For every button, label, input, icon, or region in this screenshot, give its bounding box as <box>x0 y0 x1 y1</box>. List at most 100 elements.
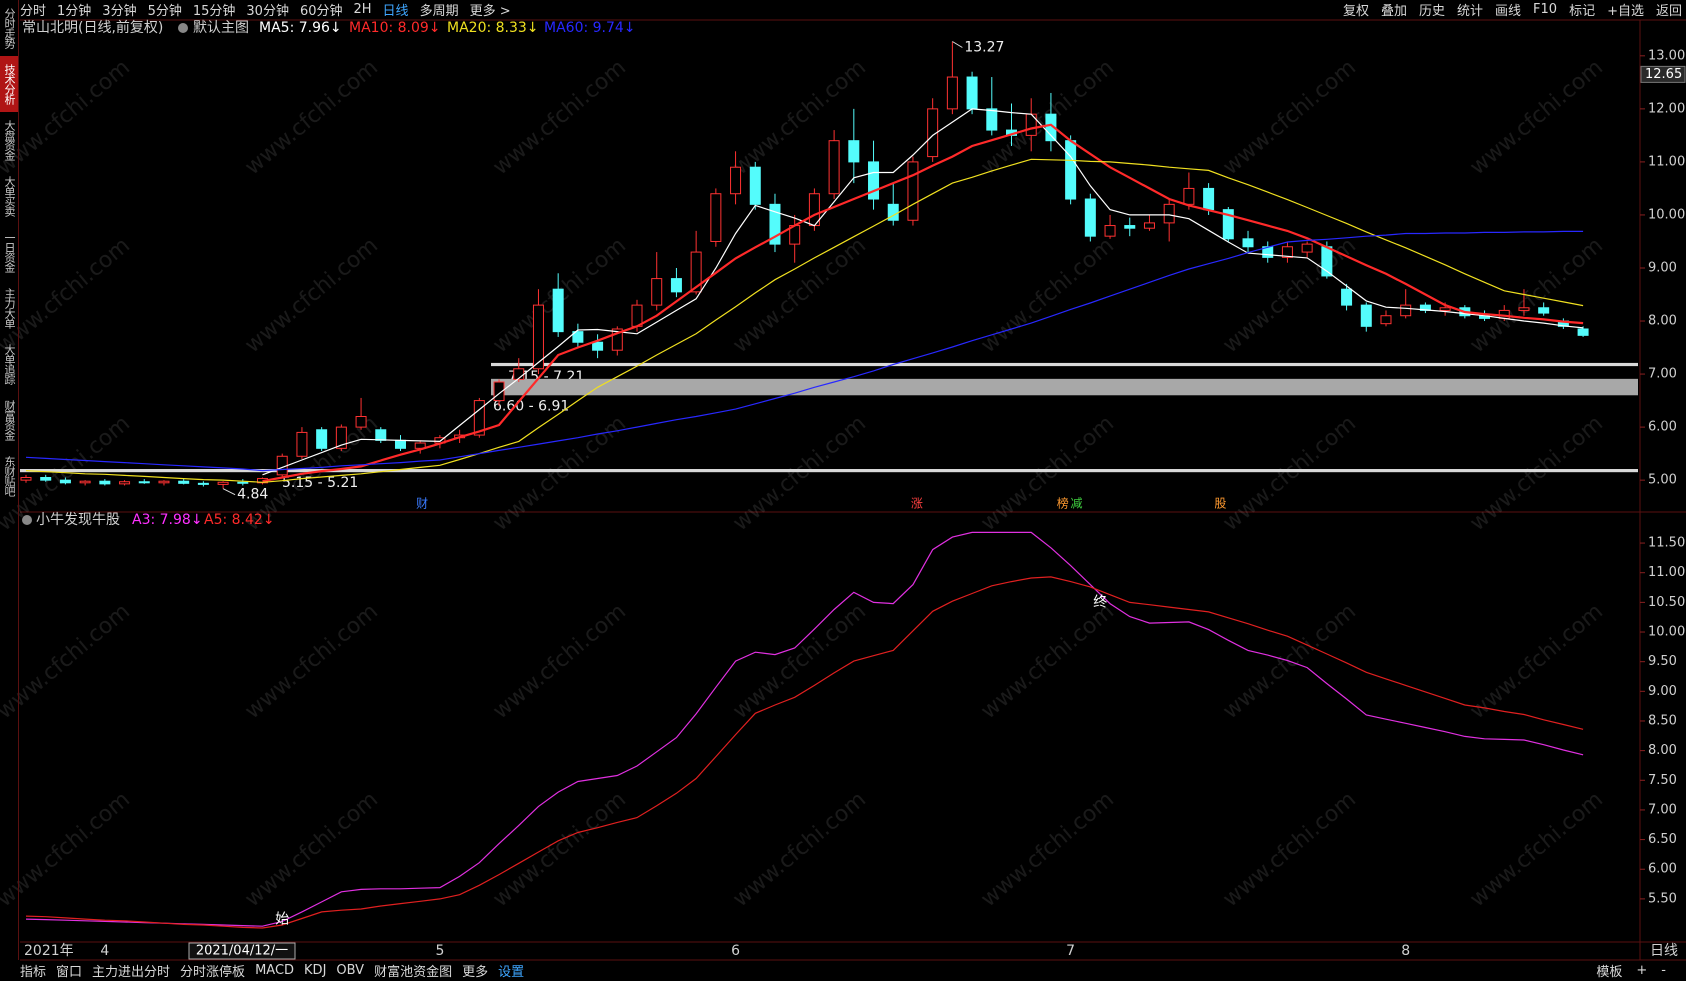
period-tab[interactable]: 1分钟 <box>57 4 92 19</box>
candle-body <box>138 481 150 484</box>
y-tick-label: 6.50 <box>1648 832 1677 847</box>
cursor-date: 2021/04/12/一 <box>196 944 288 959</box>
ma-label: MA10: 8.09↓ <box>349 20 441 36</box>
indicator-title[interactable]: 小牛发现牛股 <box>36 512 120 528</box>
tool-button[interactable]: 叠加 <box>1380 4 1407 19</box>
period-toolbar: 分时 1分钟 3分钟 5分钟 15分钟 30分钟 60分钟 2H 日线 多周期 更多 > <box>20 0 511 19</box>
bottom-button[interactable]: - <box>1661 963 1666 978</box>
bottom-tab[interactable]: 窗口 <box>56 965 83 980</box>
candle-body <box>1143 222 1155 229</box>
tool-button[interactable]: +自选 <box>1607 4 1644 19</box>
candle-body <box>552 288 564 333</box>
bottom-tab[interactable]: 分时涨停板 <box>180 965 246 980</box>
signal-label: 终 <box>1093 594 1107 610</box>
y-tick-label: 11.50 <box>1648 536 1685 551</box>
candle-body <box>1577 328 1589 336</box>
sidebar-tab[interactable]: 一日资金 <box>3 232 16 272</box>
candle-body <box>966 76 978 110</box>
sidebar-tab[interactable]: 大单买卖 <box>3 176 16 216</box>
period-tab[interactable]: 15分钟 <box>192 4 236 19</box>
bottom-tab[interactable]: OBV <box>336 963 365 978</box>
tool-button[interactable]: F10 <box>1533 2 1558 17</box>
tool-button[interactable]: 返回 <box>1655 4 1682 19</box>
event-marker: 财 <box>416 497 428 511</box>
x-tick-label: 7 <box>1066 943 1075 959</box>
sidebar-tab[interactable]: 大盘资金 <box>3 120 16 160</box>
ma-label: MA20: 8.33↓ <box>447 20 539 36</box>
candle-body <box>119 481 131 485</box>
period-label: 日线 <box>1650 943 1678 959</box>
bottom-tab[interactable]: 设置 <box>498 965 525 980</box>
candle-body <box>1065 140 1077 200</box>
candle-body <box>749 166 761 205</box>
tool-button[interactable]: 标记 <box>1569 4 1596 19</box>
period-tab[interactable]: 5分钟 <box>147 4 182 19</box>
tool-toolbar: 复权 叠加 历史 统计 画线 F10 标记 +自选 返回 <box>1343 0 1682 19</box>
period-tab[interactable]: 3分钟 <box>102 4 137 19</box>
sidebar-tab[interactable]: 财富资金 <box>3 400 16 440</box>
y-tick-label: 7.00 <box>1648 802 1677 817</box>
cursor-box <box>188 942 296 960</box>
tool-button[interactable]: 复权 <box>1342 4 1369 19</box>
bottom-tab[interactable]: 指标 <box>20 965 47 980</box>
price-tag: 12.65 <box>1645 67 1682 82</box>
sidebar-tab[interactable]: 大单追踪 <box>3 344 16 384</box>
candle-body <box>651 278 663 306</box>
tool-button[interactable]: 统计 <box>1457 4 1484 19</box>
x-tick-label: 8 <box>1401 943 1410 959</box>
bottom-tab[interactable]: 主力进出分时 <box>92 965 171 980</box>
annotation-pointer <box>952 41 963 48</box>
bottom-tab[interactable]: 更多 <box>462 965 489 980</box>
candle-body <box>1380 315 1392 325</box>
y-tick-label: 11.00 <box>1648 154 1685 169</box>
candle-body <box>375 429 387 441</box>
candle-body <box>946 76 958 110</box>
candle-body <box>532 304 544 370</box>
candle-body <box>1360 304 1372 327</box>
sidebar-tab[interactable]: 主力大单 <box>3 288 16 328</box>
period-tab[interactable]: 60分钟 <box>299 4 343 19</box>
candle-body <box>868 161 880 200</box>
bottom-tab[interactable]: 财富池资金图 <box>374 965 453 980</box>
y-tick-label: 5.00 <box>1648 473 1677 488</box>
candle-body <box>611 328 623 351</box>
sidebar-tab[interactable]: 分时走势 <box>3 8 16 48</box>
period-tab[interactable]: 多周期 <box>419 4 459 19</box>
candle-body <box>237 481 249 484</box>
price-tag-box <box>1640 65 1686 83</box>
tool-button[interactable]: 画线 <box>1495 4 1522 19</box>
price-zone <box>491 362 1638 367</box>
price-zone <box>20 469 1638 473</box>
candle-body <box>572 331 584 343</box>
indicator-line <box>25 158 1584 483</box>
period-tab[interactable]: 分时 <box>20 4 47 19</box>
y-tick-label: 5.50 <box>1648 891 1677 906</box>
period-tab[interactable]: 2H <box>353 2 372 17</box>
annotation-label: 13.27 <box>964 40 1004 56</box>
bottom-tab[interactable]: KDJ <box>304 963 327 978</box>
y-tick-label: 8.00 <box>1648 314 1677 329</box>
bottom-button[interactable]: + <box>1636 963 1648 978</box>
template-icon <box>178 23 188 33</box>
template-name[interactable]: 默认主图 <box>193 20 249 36</box>
period-tab[interactable]: 更多 > <box>469 4 511 19</box>
sidebar-tab[interactable]: 技术分析 <box>0 56 18 112</box>
tool-button[interactable]: 历史 <box>1418 4 1445 19</box>
sidebar-tab[interactable]: 东财贴吧 <box>3 456 16 496</box>
y-tick-label: 8.50 <box>1648 713 1677 728</box>
bottom-bar: 指标 窗口 主力进出分时 分时涨停板 MACD KDJ OBV 财富池资金图 更多 设置 <box>20 960 524 981</box>
period-tab[interactable]: 30分钟 <box>246 4 289 19</box>
candle-body <box>769 203 781 245</box>
candle-body <box>1439 307 1451 311</box>
bottom-tab[interactable]: MACD <box>255 963 295 978</box>
stock-title: 常山北明(日线,前复权) <box>22 19 163 36</box>
period-tab[interactable]: 日线 <box>382 4 409 19</box>
y-tick-label: 7.00 <box>1648 367 1677 382</box>
candle-body <box>1203 187 1215 211</box>
candle-body <box>592 341 604 351</box>
bottom-button[interactable]: 模板 <box>1596 965 1623 980</box>
candle-body <box>1341 288 1353 306</box>
candle-body <box>1222 209 1234 240</box>
candle-body <box>1242 238 1254 248</box>
